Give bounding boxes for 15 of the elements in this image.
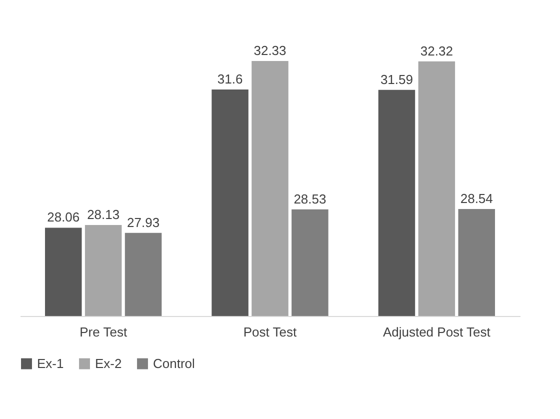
data-label: 27.93 <box>127 214 160 230</box>
data-label: 32.32 <box>420 43 453 58</box>
data-label: 28.54 <box>460 191 493 206</box>
data-label: 31.59 <box>380 72 413 87</box>
legend-label: Ex-2 <box>95 356 122 371</box>
x-tick-label: Pre Test <box>80 324 128 340</box>
x-tick-label: Post Test <box>243 324 297 340</box>
legend-label: Ex-1 <box>37 356 64 371</box>
data-label: 31.6 <box>217 72 243 87</box>
data-label: 28.53 <box>294 191 326 206</box>
x-tick-label: Adjusted Post Test <box>382 324 491 340</box>
data-label: 32.33 <box>254 43 286 58</box>
legend-label: Control <box>153 356 196 371</box>
data-label: 28.06 <box>47 210 80 225</box>
data-label: 28.13 <box>87 207 120 222</box>
